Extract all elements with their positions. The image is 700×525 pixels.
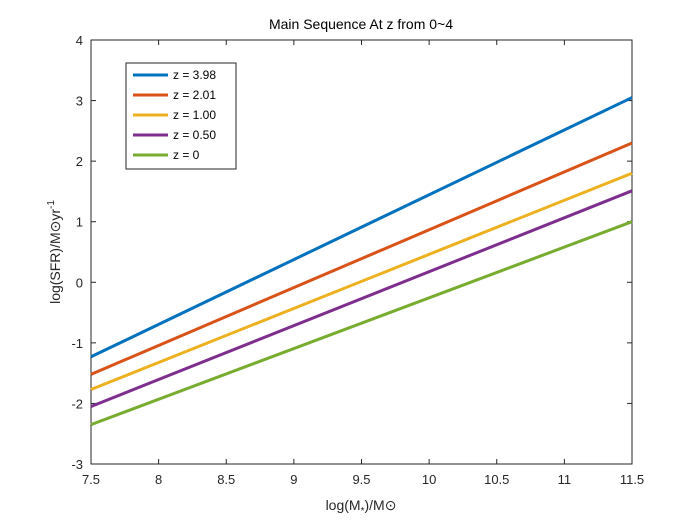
y-axis-title-superscript: -1 (46, 200, 57, 209)
y-tick-label: 0 (76, 275, 83, 290)
y-tick-label: -1 (71, 336, 83, 351)
x-tick-label: 9.5 (352, 472, 370, 487)
ticks (90, 39, 633, 465)
x-tick-label: 10 (422, 472, 436, 487)
series-line (90, 96, 633, 359)
x-axis-title-subscript: * (361, 506, 365, 517)
tick-labels: 7.5 8 8.5 9 9.5 10 10.5 11 11.5 -3 -2 -1 0 1 2 3 4 (71, 33, 644, 487)
y-tick-label: 4 (76, 33, 83, 48)
x-tick-label: 11 (558, 472, 572, 487)
x-tick-label: 8.5 (217, 472, 235, 487)
y-tick-label: -2 (71, 396, 83, 411)
x-tick-label: 9 (290, 472, 297, 487)
series-line (90, 171, 633, 391)
legend-label: z = 1.00 (173, 108, 216, 122)
series-lines (90, 96, 633, 427)
y-tick-label: 1 (76, 215, 83, 230)
y-axis-title: log(SFR)/M⊙yr-1 (46, 200, 63, 304)
x-tick-label: 8 (155, 472, 162, 487)
series-line (90, 141, 633, 376)
legend-label: z = 2.01 (173, 88, 216, 102)
x-tick-label: 11.5 (620, 472, 644, 487)
legend-label: z = 0.50 (173, 128, 216, 142)
series-line (90, 220, 633, 427)
legend: z = 3.98 z = 2.01 z = 1.00 z = 0.50 z = 0 (125, 62, 237, 170)
y-tick-label: 3 (76, 94, 83, 109)
x-tick-label: 10.5 (484, 472, 509, 487)
y-tick-label: 2 (76, 154, 83, 169)
y-tick-label: -3 (71, 457, 83, 472)
x-axis-title: log(M*)/M⊙ (326, 497, 397, 517)
legend-label: z = 0 (173, 148, 200, 162)
legend-label: z = 3.98 (173, 68, 216, 82)
series-line (90, 189, 633, 408)
x-tick-label: 7.5 (82, 472, 100, 487)
chart-title: Main Sequence At z from 0~4 (269, 16, 453, 32)
